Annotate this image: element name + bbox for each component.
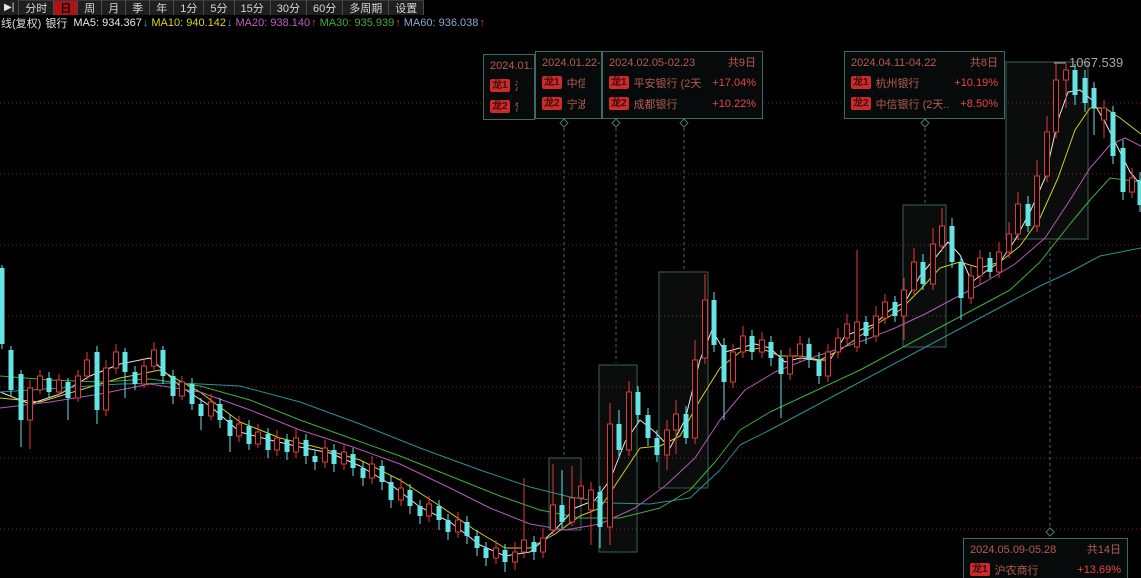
ma30-trend-arrow-icon: ↑ [395,16,401,29]
ma10-trend-arrow-icon: ↓ [226,16,233,29]
leader2-badge: 龙2 [490,100,510,113]
tab-settings[interactable]: 设置 [389,0,425,15]
leader1-badge: 龙1 [970,563,990,576]
ma5-legend: MA5: 934.367 ↓ [73,16,149,29]
tab-5min[interactable]: 5分 [204,0,235,15]
leader-tooltip-2: 2024.01.22-0 龙1中信银行 龙2宁波银行 [535,51,602,119]
tab-multi-period[interactable]: 多周期 [343,0,390,15]
symbol-name: 银行 [45,17,68,30]
ma60-trend-arrow-icon: ↑ [479,16,485,29]
leader1-badge: 龙1 [609,76,629,89]
tab-yearly[interactable]: 年 [150,0,175,15]
leader1-badge: 龙1 [490,79,510,92]
ma20-legend: MA20: 938.140 ↑ [235,16,317,29]
ma60-legend: MA60: 936.038 ↑ [403,16,485,29]
tab-quarterly[interactable]: 季 [126,0,151,15]
period-toolbar: ▶| 分时 日 周 月 季 年 1分 5分 15分 30分 60分 多周期 设置 [0,0,425,16]
tab-monthly[interactable]: 月 [102,0,127,15]
leader2-badge: 龙2 [851,97,871,110]
leader1-badge: 龙1 [851,76,871,89]
ma5-trend-arrow-icon: ↓ [142,16,149,29]
tab-weekly[interactable]: 周 [78,0,103,15]
tab-60min[interactable]: 60分 [307,0,344,15]
tab-minute-chart[interactable]: 分时 [19,0,55,15]
tab-15min[interactable]: 15分 [234,0,271,15]
ma-legend-bar: 线(复权) 银行 MA5: 934.367 ↓ MA10: 940.142 ↓ MA… [0,15,1141,30]
collapse-icon[interactable]: ▶| [0,0,20,15]
peak-price-label: 1067.539 [1069,55,1123,70]
leader2-badge: 龙2 [542,97,562,110]
ma30-legend: MA30: 935.939 ↑ [319,16,401,29]
leader2-badge: 龙2 [609,97,629,110]
leader-tooltip-4: 2024.04.11-04.22 共8日 龙1 杭州银行 +10.19% 龙2 中信银行… [844,51,1005,119]
tab-1min[interactable]: 1分 [174,0,205,15]
tab-daily[interactable]: 日 [54,0,79,15]
leader1-badge: 龙1 [542,76,562,89]
ma20-trend-arrow-icon: ↑ [311,16,317,29]
ma10-legend: MA10: 940.142 ↓ [151,16,233,29]
tab-30min[interactable]: 30分 [270,0,308,15]
kline-type-label: 线(复权) [1,17,42,30]
